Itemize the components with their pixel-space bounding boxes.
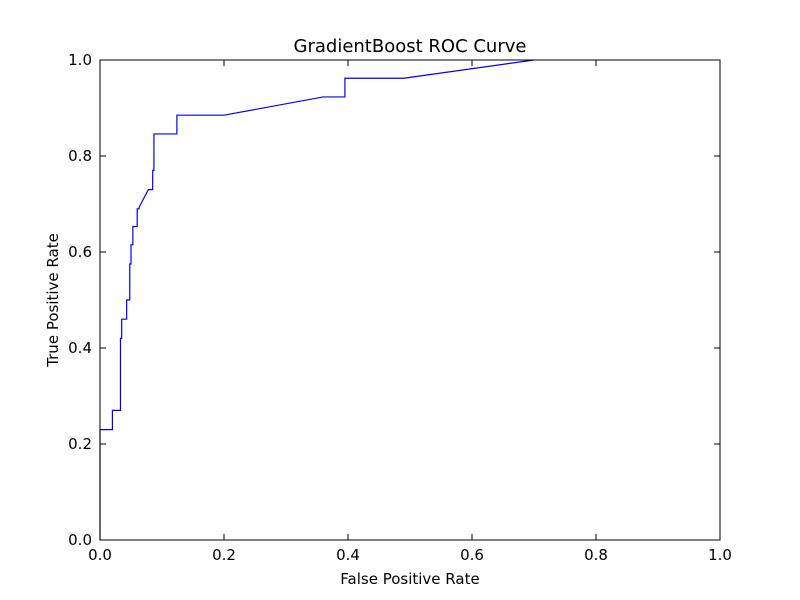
- x-tick-label: 0.4: [336, 546, 360, 564]
- series-layer: [99, 59, 535, 540]
- x-tick-label: 0.6: [460, 546, 484, 564]
- y-tick-label: 1.0: [68, 51, 92, 69]
- roc-curve-line: [99, 59, 535, 540]
- x-tick-label: 0.8: [584, 546, 608, 564]
- x-tick-label: 0.2: [212, 546, 236, 564]
- x-axis-label: False Positive Rate: [340, 570, 479, 588]
- y-tick-label: 0.0: [68, 531, 92, 549]
- y-tick-label: 0.6: [68, 243, 92, 261]
- plot-frame: [99, 59, 721, 541]
- x-tick-label: 1.0: [708, 546, 732, 564]
- y-tick-label: 0.4: [68, 339, 92, 357]
- x-tick-label: 0.0: [88, 546, 112, 564]
- y-tick-label: 0.2: [68, 435, 92, 453]
- chart-title: GradientBoost ROC Curve: [294, 36, 527, 57]
- y-axis-label: True Positive Rate: [44, 233, 62, 368]
- y-tick-label: 0.8: [68, 147, 92, 165]
